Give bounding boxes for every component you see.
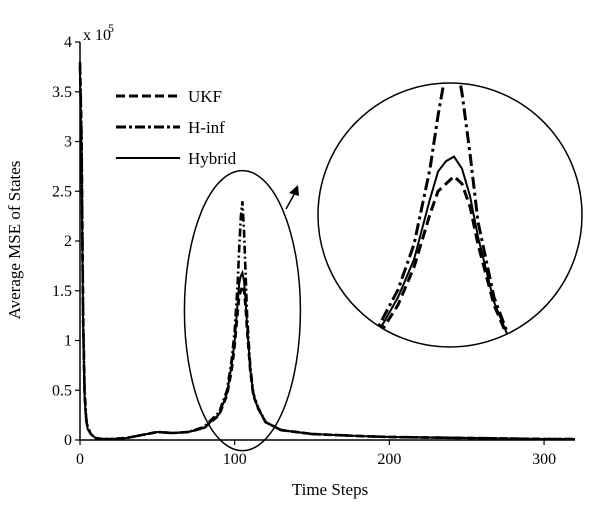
y-tick-label: 4 <box>64 34 72 51</box>
legend: UKF H-inf Hybrid <box>116 87 237 168</box>
inset-circle <box>317 82 583 348</box>
inset-plot <box>333 83 582 347</box>
zoom-arrow-head <box>289 185 299 196</box>
series-line-hybrid <box>79 71 575 440</box>
x-tick-label: 300 <box>532 451 556 468</box>
y-tick-label: 2.5 <box>52 183 72 200</box>
inset-line-ukf <box>333 174 582 347</box>
x-tick-label: 0 <box>76 451 84 468</box>
legend-label: UKF <box>188 87 222 106</box>
series-lines <box>78 61 575 441</box>
y-tick-label: 2 <box>64 233 72 250</box>
legend-label: H-inf <box>188 118 225 137</box>
x-tick-label: 100 <box>223 451 247 468</box>
zoom-region-ellipse <box>183 169 302 452</box>
y-tick-label: 3.5 <box>52 84 72 101</box>
inset-line-hybrid <box>333 155 582 347</box>
y-multiplier: x 10 <box>83 27 111 44</box>
y-multiplier-exponent: 5 <box>108 21 114 35</box>
legend-label: Hybrid <box>188 149 237 168</box>
y-tick-label: 0.5 <box>52 382 72 399</box>
inset-zoom <box>183 82 583 452</box>
x-tick-label: 200 <box>377 451 401 468</box>
y-tick-label: 3 <box>64 134 72 151</box>
ticks: 0 0.5 1 1.5 2 2.5 3 3.5 4 0 100 200 300 <box>52 34 556 468</box>
y-tick-label: 0 <box>64 432 72 449</box>
x-axis-label: Time Steps <box>292 480 368 499</box>
y-tick-label: 1 <box>64 333 72 350</box>
y-axis-label: Average MSE of States <box>5 161 24 320</box>
y-tick-label: 1.5 <box>52 283 72 300</box>
